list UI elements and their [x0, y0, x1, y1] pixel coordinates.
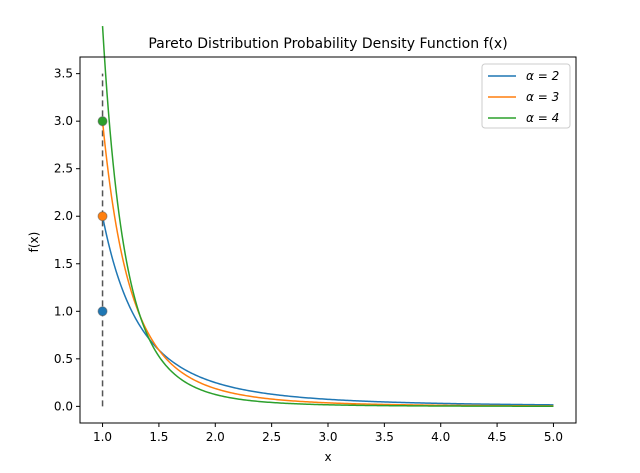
legend-box	[481, 63, 571, 129]
y-tick-label: 2.5	[54, 162, 73, 176]
legend: α = 2 α = 3 α = 4	[481, 63, 571, 129]
legend-label-alpha-4: α = 4	[526, 111, 559, 125]
y-tick-label: 1.5	[54, 257, 73, 271]
x-tick-label: 2.5	[262, 430, 281, 444]
plot-area: 1.0 1.5 2.0 2.5 3.0 3.5 4.0 4.5 5.0 0.0 0.5 1.0 1.5 2…	[54, 26, 577, 444]
start-point-alpha-4	[97, 116, 108, 127]
y-tick-label: 2.0	[54, 209, 73, 223]
x-tick-label: 2.0	[206, 430, 225, 444]
y-tick-label: 3.5	[54, 67, 73, 81]
x-tick-label: 1.5	[149, 430, 168, 444]
x-tick-label: 5.0	[544, 430, 563, 444]
legend-label-alpha-3: α = 3	[526, 90, 559, 104]
y-tick-label: 3.0	[54, 114, 73, 128]
series-line-alpha-4	[101, 26, 554, 407]
x-tick-label: 4.0	[431, 430, 450, 444]
y-tick-label: 1.0	[54, 304, 73, 318]
legend-label-alpha-2: α = 2	[526, 69, 559, 83]
x-tick-label: 1.0	[93, 430, 112, 444]
x-axis-label: x	[324, 450, 331, 464]
start-point-alpha-2	[97, 306, 108, 317]
start-point-alpha-3	[97, 211, 108, 222]
y-axis-label: f(x)	[27, 232, 41, 253]
series-line-alpha-2	[101, 216, 554, 406]
chart-title: Pareto Distribution Probability Density …	[148, 36, 507, 52]
x-tick-label: 4.5	[488, 430, 507, 444]
y-tick-label: 0.5	[54, 352, 73, 366]
x-tick-label: 3.0	[318, 430, 337, 444]
y-tick-label: 0.0	[54, 399, 73, 413]
x-tick-label: 3.5	[375, 430, 394, 444]
